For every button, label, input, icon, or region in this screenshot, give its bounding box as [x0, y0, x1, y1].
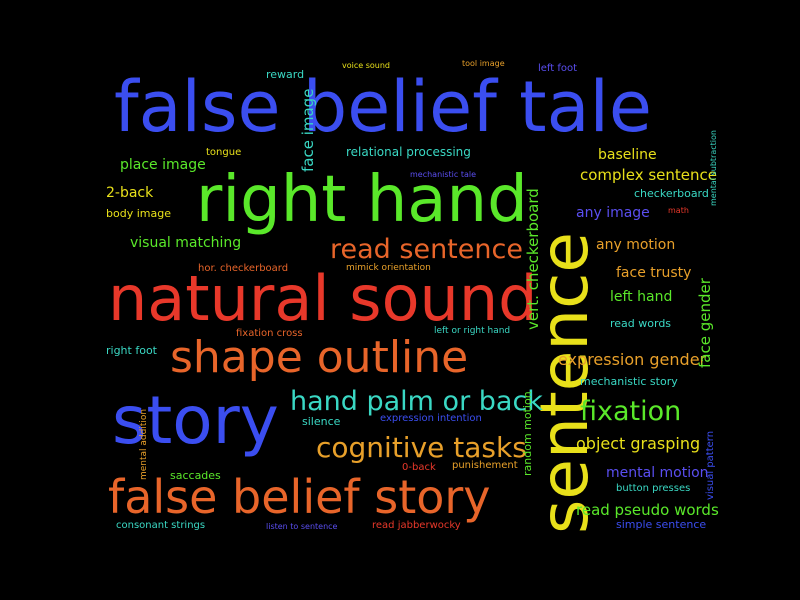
word-hand-palm-or-back: hand palm or back	[290, 386, 543, 417]
word-mental-subtraction: mental subtraction	[709, 130, 718, 206]
word-left-foot: left foot	[538, 63, 578, 74]
word-button-presses: button presses	[616, 483, 691, 494]
word-body-image: body image	[106, 207, 171, 220]
word-object-grasping: object grasping	[576, 434, 701, 453]
word-false-belief-story: false belief story	[108, 470, 491, 524]
word-mechanistic-story: mechanistic story	[580, 375, 678, 388]
word-punishement: punishement	[452, 460, 518, 471]
word-place-image: place image	[120, 157, 206, 173]
word-fixation-cross: fixation cross	[236, 328, 303, 339]
word-right-hand: right hand	[196, 163, 528, 237]
word-consonant-strings: consonant strings	[116, 520, 206, 531]
word-story: story	[112, 382, 279, 459]
word-read-pseudo-words: read pseudo words	[576, 501, 719, 519]
word-expression-intention: expression intention	[380, 413, 482, 424]
word-math: math	[668, 206, 689, 215]
word-voice-sound: voice sound	[342, 61, 390, 70]
word-face-trusty: face trusty	[616, 265, 692, 281]
word-random-motion: random motion	[521, 391, 534, 476]
word-left-or-right-hand: left or right hand	[434, 326, 511, 336]
word-natural-sound: natural sound	[108, 262, 538, 335]
word-read-jabberwocky: read jabberwocky	[372, 520, 461, 531]
word-saccades: saccades	[170, 469, 221, 482]
word-any-image: any image	[576, 205, 650, 221]
word-any-motion: any motion	[596, 237, 676, 253]
word-mental-motion: mental motion	[606, 465, 709, 481]
word-mental-addition: mental addition	[139, 408, 149, 480]
word-visual-pattern: visual pattern	[705, 430, 716, 500]
word-complex-sentence: complex sentence	[580, 166, 717, 184]
word-shape-outline: shape outline	[170, 332, 469, 383]
word-hor-checkerboard: hor. checkerboard	[198, 263, 289, 274]
word-0-back: 0-back	[402, 462, 436, 473]
word-baseline: baseline	[598, 147, 657, 163]
word-fixation: fixation	[580, 396, 682, 427]
word-read-words: read words	[610, 317, 672, 330]
word-false-belief-tale: false belief tale	[114, 66, 652, 148]
word-face-image: face image	[299, 88, 317, 172]
word-mechanistic-tale: mechanistic tale	[410, 170, 477, 179]
word-2-back: 2-back	[106, 185, 154, 201]
word-visual-matching: visual matching	[130, 235, 242, 251]
word-expression-gender: expression gender	[558, 350, 707, 369]
word-relational-processing: relational processing	[346, 145, 471, 159]
word-left-hand: left hand	[610, 289, 673, 305]
word-silence: silence	[302, 415, 341, 428]
word-face-gender: face gender	[696, 278, 714, 368]
word-reward: reward	[266, 68, 305, 81]
word-listen-to-sentence: listen to sentence	[266, 522, 338, 531]
word-vert-checkerboard: vert. checkerboard	[524, 188, 542, 330]
word-tongue: tongue	[206, 147, 242, 158]
word-checkerboard: checkerboard	[634, 187, 709, 200]
word-mimick-orientation: mimick orientation	[346, 263, 431, 273]
word-read-sentence: read sentence	[330, 234, 523, 265]
word-right-foot: right foot	[106, 344, 157, 357]
word-tool-image: tool image	[462, 59, 505, 68]
word-simple-sentence: simple sentence	[616, 518, 707, 531]
word-cognitive-tasks: cognitive tasks	[316, 431, 527, 464]
